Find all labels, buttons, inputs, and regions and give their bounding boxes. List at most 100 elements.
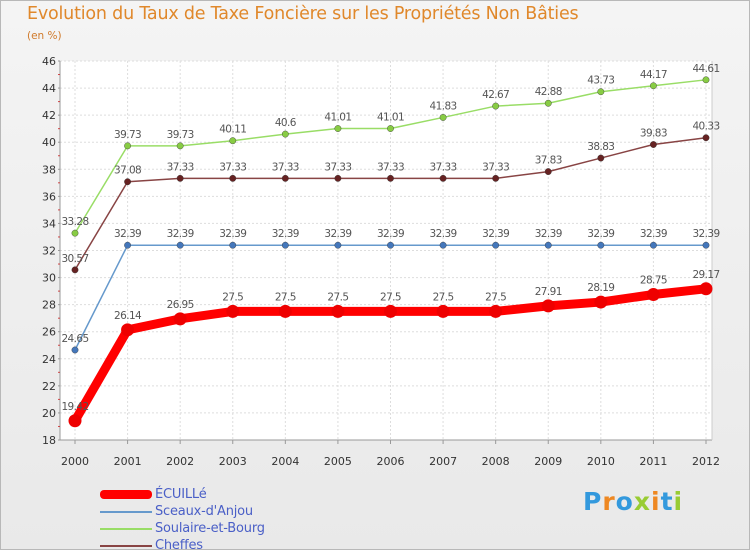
data-point — [544, 99, 552, 107]
logo-letter: x — [633, 487, 651, 516]
logo-letter: o — [615, 487, 634, 516]
data-label: 39.73 — [114, 129, 141, 141]
data-label: 37.83 — [535, 155, 562, 167]
data-point — [597, 154, 605, 162]
data-point — [544, 168, 552, 175]
x-tick-label: 2009 — [534, 455, 562, 468]
data-label: 19.42 — [61, 401, 88, 413]
proxiti-logo: Proxiti — [583, 487, 683, 516]
data-point — [699, 282, 713, 296]
y-tick-label: 34 — [42, 217, 56, 230]
data-label: 27.5 — [380, 291, 401, 303]
data-label: 37.33 — [482, 161, 509, 173]
data-point — [436, 304, 450, 318]
data-label: 32.39 — [167, 228, 194, 240]
data-point — [124, 142, 131, 150]
data-point — [229, 241, 237, 249]
data-label: 42.67 — [482, 89, 509, 101]
data-label: 44.17 — [640, 69, 667, 81]
x-tick-label: 2012 — [692, 455, 720, 468]
x-axis-ticks: 2000 2001 2002 2003 2004 2005 2006 2007 2008 2009… — [61, 440, 720, 468]
data-point — [176, 241, 184, 249]
data-point — [387, 125, 394, 132]
x-tick-label: 2002 — [166, 455, 194, 468]
y-tick-label: 24 — [42, 353, 56, 366]
logo-letter: i — [651, 487, 661, 516]
data-point — [702, 241, 710, 249]
data-label: 32.39 — [377, 228, 404, 240]
data-label: 32.39 — [640, 228, 667, 240]
data-label: 29.17 — [692, 269, 719, 281]
data-label: 26.95 — [167, 299, 194, 311]
x-tick-label: 2006 — [377, 455, 405, 468]
series-group — [68, 76, 713, 428]
y-tick-label: 30 — [42, 272, 56, 285]
data-label: 32.39 — [324, 228, 351, 240]
data-label: 41.01 — [377, 112, 404, 124]
legend-label: Soulaire-et-Bourg — [155, 521, 265, 536]
data-label: 27.5 — [222, 291, 243, 303]
data-label: 39.83 — [640, 128, 667, 140]
data-label: 40.11 — [219, 124, 246, 136]
data-label: 37.08 — [114, 165, 141, 177]
data-label: 30.57 — [61, 253, 88, 265]
data-point — [71, 346, 79, 354]
data-label: 32.39 — [587, 228, 614, 240]
data-point — [124, 178, 131, 186]
x-tick-label: 2001 — [114, 455, 142, 468]
data-label: 27.5 — [433, 291, 454, 303]
data-label: 38.83 — [587, 141, 614, 153]
data-point — [544, 241, 552, 249]
data-label: 32.39 — [692, 228, 719, 240]
data-label: 37.33 — [272, 161, 299, 173]
legend-item: Soulaire-et-Bourg — [100, 520, 360, 537]
data-point — [71, 266, 79, 274]
data-label: 37.33 — [430, 161, 457, 173]
data-label: 32.39 — [272, 228, 299, 240]
data-label: 32.39 — [219, 228, 246, 240]
data-point — [489, 304, 503, 318]
data-point — [121, 323, 135, 337]
data-point — [124, 241, 131, 249]
data-point — [597, 88, 605, 96]
legend-swatch — [100, 527, 152, 530]
data-point — [281, 241, 289, 249]
data-point — [492, 102, 500, 110]
data-label: 41.83 — [430, 100, 457, 112]
y-tick-label: 32 — [42, 245, 56, 258]
legend-swatch — [100, 544, 152, 547]
x-tick-label: 2003 — [219, 455, 247, 468]
legend-label: Cheffes — [155, 538, 203, 553]
y-tick-label: 18 — [42, 434, 56, 447]
legend-item: ÉCUILLé — [100, 486, 360, 503]
data-point — [331, 304, 345, 318]
y-tick-label: 36 — [42, 190, 56, 203]
data-point — [650, 141, 657, 148]
chart-title: Evolution du Taux de Taxe Foncière sur l… — [27, 4, 579, 24]
legend: ÉCUILLé Sceaux-d'Anjou Soulaire-et-Bourg Ch… — [100, 486, 360, 554]
data-label: 32.39 — [114, 228, 141, 240]
data-point — [278, 304, 292, 318]
data-label: 32.39 — [482, 228, 509, 240]
x-tick-label: 2011 — [639, 455, 667, 468]
data-label: 24.65 — [61, 333, 88, 345]
x-tick-label: 2010 — [587, 455, 615, 468]
data-point — [229, 137, 237, 145]
data-label: 33.28 — [61, 216, 88, 228]
data-point — [334, 125, 342, 132]
data-point — [702, 76, 710, 84]
legend-swatch — [100, 490, 152, 499]
data-label: 26.14 — [114, 310, 142, 322]
data-point — [594, 295, 608, 309]
data-point — [173, 312, 187, 326]
data-point — [176, 174, 184, 182]
data-label: 40.33 — [692, 121, 719, 133]
legend-label: ÉCUILLé — [155, 487, 207, 502]
y-tick-label: 44 — [42, 82, 56, 95]
data-point — [702, 134, 710, 142]
data-point — [281, 174, 289, 182]
data-label: 37.33 — [377, 161, 404, 173]
data-point — [71, 229, 79, 237]
y-tick-label: 20 — [42, 407, 56, 420]
